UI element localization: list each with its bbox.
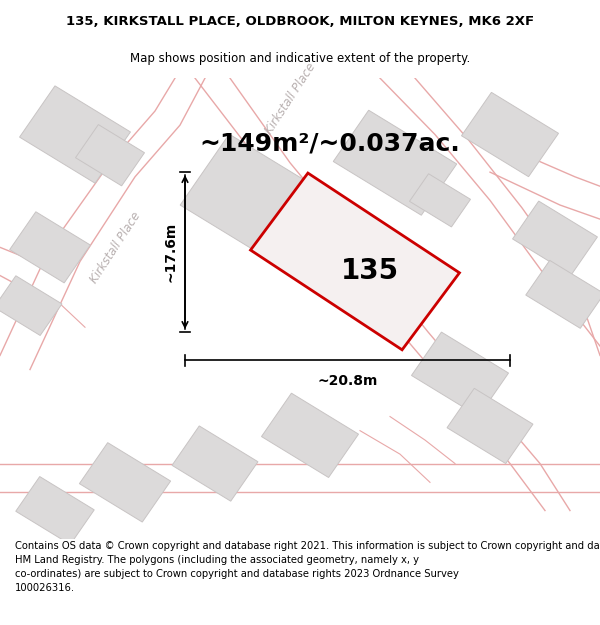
- Text: ~20.8m: ~20.8m: [317, 374, 377, 388]
- Polygon shape: [526, 261, 600, 328]
- Polygon shape: [10, 212, 91, 283]
- Polygon shape: [461, 92, 559, 177]
- Polygon shape: [410, 174, 470, 227]
- Text: Map shows position and indicative extent of the property.: Map shows position and indicative extent…: [130, 52, 470, 65]
- Polygon shape: [180, 134, 330, 266]
- Text: ~17.6m: ~17.6m: [163, 222, 177, 282]
- Polygon shape: [412, 332, 509, 416]
- Polygon shape: [512, 201, 598, 275]
- Text: Contains OS data © Crown copyright and database right 2021. This information is : Contains OS data © Crown copyright and d…: [15, 541, 600, 593]
- Text: Kirkstall Place: Kirkstall Place: [262, 61, 318, 137]
- Polygon shape: [76, 124, 145, 186]
- Text: 135: 135: [341, 257, 399, 285]
- Polygon shape: [16, 477, 94, 544]
- Polygon shape: [447, 388, 533, 464]
- Polygon shape: [0, 276, 62, 336]
- Polygon shape: [172, 426, 258, 501]
- Text: 135, KIRKSTALL PLACE, OLDBROOK, MILTON KEYNES, MK6 2XF: 135, KIRKSTALL PLACE, OLDBROOK, MILTON K…: [66, 16, 534, 28]
- Polygon shape: [333, 110, 457, 215]
- Polygon shape: [262, 393, 359, 478]
- Polygon shape: [20, 86, 130, 183]
- Text: Kirkstall Place: Kirkstall Place: [87, 209, 143, 286]
- Polygon shape: [79, 442, 170, 522]
- Text: ~149m²/~0.037ac.: ~149m²/~0.037ac.: [200, 132, 460, 156]
- Polygon shape: [251, 173, 460, 350]
